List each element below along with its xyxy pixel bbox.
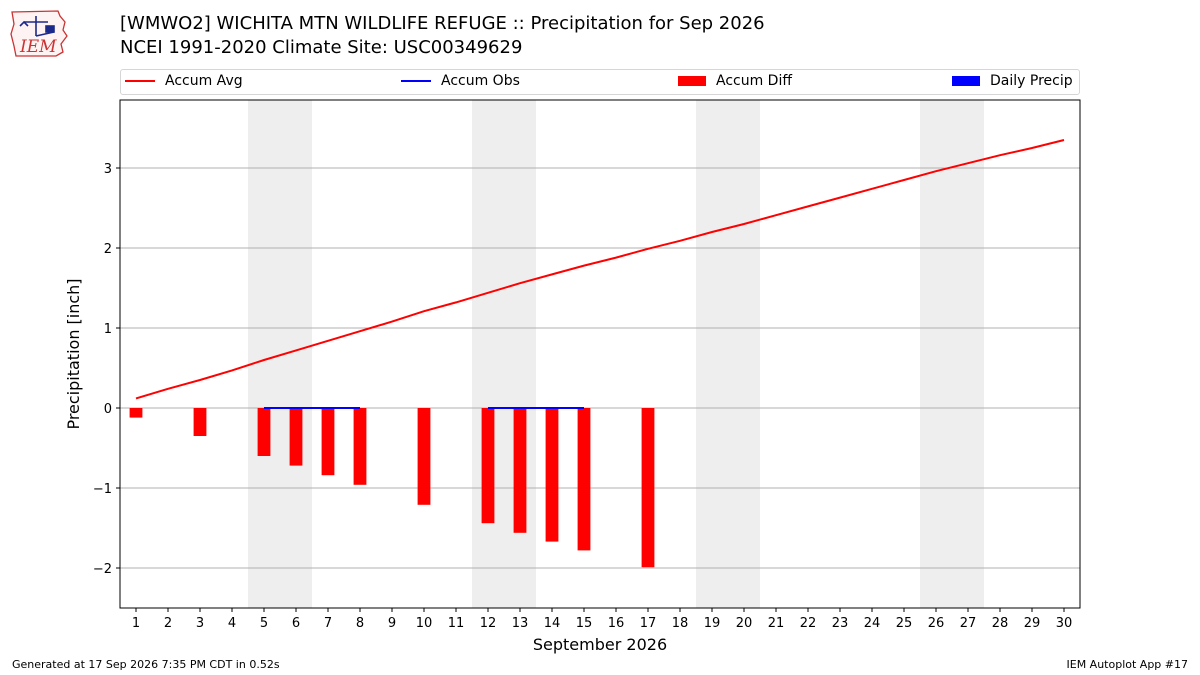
chart-subtitle: NCEI 1991-2020 Climate Site: USC00349629: [120, 37, 523, 58]
x-tick-label: 30: [1056, 616, 1073, 631]
legend-label-accum-diff: Accum Diff: [716, 73, 793, 89]
legend-item-daily-precip: Daily Precip: [952, 73, 1073, 91]
x-tick-label: 27: [960, 616, 977, 631]
y-tick-label: 0: [104, 402, 112, 417]
app-label: IEM Autoplot App #17: [1066, 658, 1189, 671]
x-tick-label: 5: [260, 616, 268, 631]
bar-accum-diff: [641, 408, 655, 568]
x-tick-label: 11: [448, 616, 465, 631]
weather-station-icon: [19, 16, 55, 37]
x-tick-label: 19: [704, 616, 721, 631]
x-tick-label: 7: [324, 616, 332, 631]
legend-item-accum-avg: Accum Avg: [125, 73, 243, 91]
x-tick-label: 9: [388, 616, 396, 631]
x-tick-label: 1: [132, 616, 140, 631]
legend-item-accum-obs: Accum Obs: [401, 73, 520, 91]
y-tick-label: 3: [104, 162, 112, 177]
generated-timestamp: Generated at 17 Sep 2026 7:35 PM CDT in …: [12, 658, 280, 671]
legend-label-accum-obs: Accum Obs: [441, 73, 520, 89]
legend-label-daily-precip: Daily Precip: [990, 73, 1073, 89]
x-axis-label: September 2026: [533, 635, 667, 654]
x-tick-label: 2: [164, 616, 172, 631]
bar-accum-diff: [257, 408, 271, 456]
x-tick-label: 28: [992, 616, 1009, 631]
legend-label-accum-avg: Accum Avg: [165, 73, 243, 89]
bar-accum-diff: [513, 408, 527, 533]
x-tick-label: 21: [768, 616, 785, 631]
x-tick-label: 20: [736, 616, 753, 631]
chart-title: [WMWO2] WICHITA MTN WILDLIFE REFUGE :: P…: [120, 13, 765, 34]
x-tick-label: 13: [512, 616, 529, 631]
x-tick-label: 12: [480, 616, 497, 631]
logo-text: IEM: [19, 37, 57, 57]
bar-accum-diff: [545, 408, 559, 542]
x-tick-label: 26: [928, 616, 945, 631]
legend: Accum Avg Accum Obs Accum Diff Daily Pre…: [120, 69, 1080, 95]
weekend-band: [920, 100, 984, 608]
legend-item-accum-diff: Accum Diff: [678, 73, 792, 91]
iem-logo: IEM: [10, 10, 68, 57]
legend-swatch-accum-obs: [401, 80, 431, 82]
x-tick-label: 4: [228, 616, 236, 631]
x-tick-label: 25: [896, 616, 913, 631]
x-tick-label: 15: [576, 616, 593, 631]
y-tick-label: 2: [104, 242, 112, 257]
bar-accum-diff: [193, 408, 207, 436]
x-tick-label: 29: [1024, 616, 1041, 631]
x-tick-label: 10: [416, 616, 433, 631]
bar-accum-diff: [129, 408, 143, 418]
y-tick-label: −2: [93, 562, 112, 577]
bar-accum-diff: [481, 408, 495, 524]
x-tick-label: 3: [196, 616, 204, 631]
x-tick-label: 24: [864, 616, 881, 631]
x-tick-label: 8: [356, 616, 364, 631]
weekend-band: [696, 100, 760, 608]
bar-accum-diff: [417, 408, 431, 505]
legend-swatch-accum-diff: [678, 76, 706, 86]
x-tick-label: 18: [672, 616, 689, 631]
x-tick-label: 6: [292, 616, 300, 631]
weekend-band: [248, 100, 312, 608]
bar-accum-diff: [577, 408, 591, 551]
x-tick-label: 17: [640, 616, 657, 631]
y-tick-label: −1: [93, 482, 112, 497]
legend-swatch-accum-avg: [125, 80, 155, 82]
legend-swatch-daily-precip: [952, 76, 980, 86]
x-tick-label: 22: [800, 616, 817, 631]
y-axis-label: Precipitation [inch]: [64, 278, 83, 429]
bar-accum-diff: [353, 408, 367, 485]
y-tick-label: 1: [104, 322, 112, 337]
bar-accum-diff: [289, 408, 303, 466]
line-accum-avg: [135, 139, 1065, 400]
bar-accum-diff: [321, 408, 335, 476]
x-tick-label: 16: [608, 616, 625, 631]
x-tick-label: 14: [544, 616, 561, 631]
weekend-band: [472, 100, 536, 608]
plot-frame: [119, 99, 1081, 609]
x-tick-label: 23: [832, 616, 849, 631]
